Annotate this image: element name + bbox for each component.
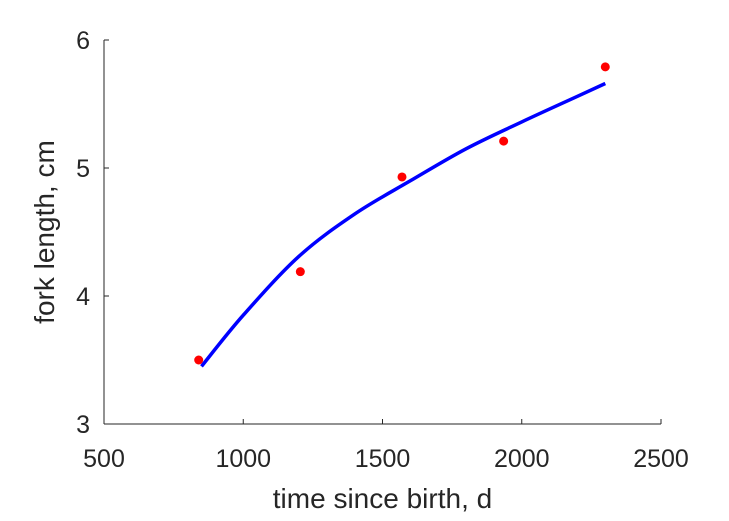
plot-area [194,62,610,368]
data-point [600,62,610,72]
y-tick-label: 5 [76,155,90,183]
data-point [295,267,305,277]
ticks: 500 1000 1500 2000 2500 3 4 5 6 [76,27,689,473]
x-tick-label: 500 [83,445,125,473]
y-tick-label: 4 [76,283,90,311]
x-axis-label: time since birth, d [273,483,492,514]
x-tick-label: 2500 [633,445,689,473]
data-point [194,355,204,365]
data-point [397,172,407,182]
x-tick-label: 1500 [355,445,411,473]
y-tick-label: 6 [76,27,90,55]
fit-curve [200,81,607,368]
x-tick-label: 1000 [215,445,271,473]
data-point [499,136,509,146]
y-tick-label: 3 [76,411,90,439]
y-axis-label: fork length, cm [29,140,60,324]
x-tick-label: 2000 [494,445,550,473]
